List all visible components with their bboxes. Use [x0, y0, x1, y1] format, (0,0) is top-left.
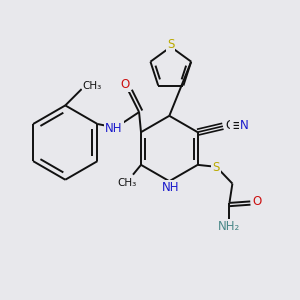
Text: O: O — [252, 195, 261, 208]
Text: CH₃: CH₃ — [82, 81, 102, 91]
Text: S: S — [212, 161, 220, 174]
Text: NH: NH — [162, 181, 180, 194]
Text: NH: NH — [105, 122, 123, 135]
Text: O: O — [121, 78, 130, 91]
Text: C: C — [225, 119, 234, 132]
Text: CH₃: CH₃ — [117, 178, 137, 188]
Text: N: N — [240, 119, 249, 132]
Text: ≡: ≡ — [231, 118, 243, 133]
Text: NH₂: NH₂ — [218, 220, 241, 232]
Text: S: S — [167, 38, 175, 51]
